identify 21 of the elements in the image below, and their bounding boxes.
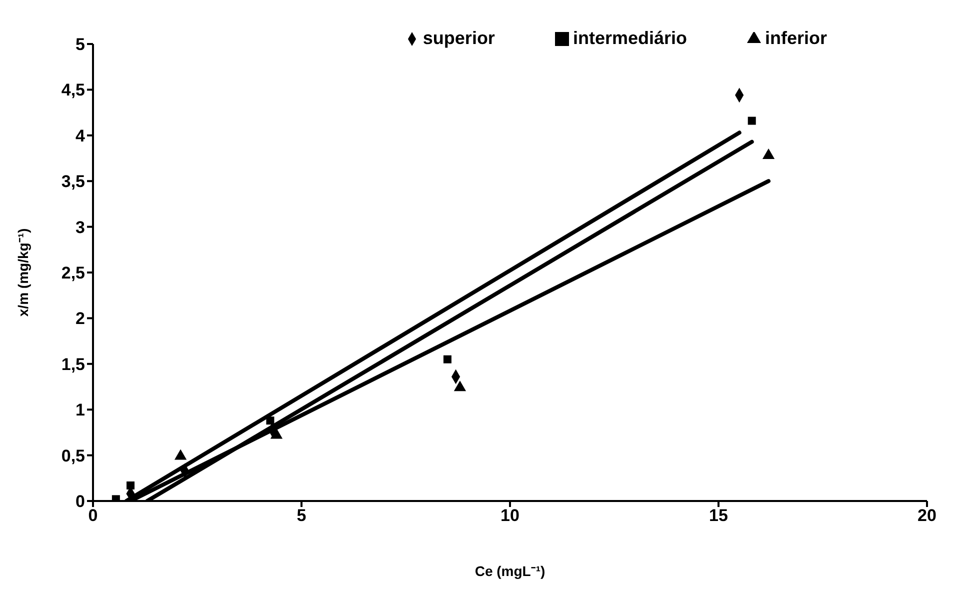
y-tick-label: 5 xyxy=(76,35,85,54)
legend-label: intermediário xyxy=(572,28,687,48)
y-tick-label: 1,5 xyxy=(61,354,85,374)
legend-label: superior xyxy=(422,28,495,48)
y-tick-label: 3 xyxy=(76,218,85,237)
y-tick-label: 4,5 xyxy=(61,80,85,100)
y-axis-title: x/m (mg/kg⁻¹) xyxy=(14,228,31,317)
legend-label: inferior xyxy=(764,28,827,48)
y-tick-label: 3,5 xyxy=(61,172,85,192)
x-tick-label: 5 xyxy=(296,506,306,526)
y-tick-label: 2,5 xyxy=(61,264,85,283)
y-tick-label: 0,5 xyxy=(61,446,85,466)
x-tick-label: 15 xyxy=(709,506,728,526)
y-tick-label: 2 xyxy=(76,309,85,328)
y-tick-label: 1 xyxy=(76,400,85,420)
x-tick-label: 0 xyxy=(88,506,98,526)
x-axis-title: Ce (mgL⁻¹) xyxy=(474,563,546,579)
y-tick-label: 0 xyxy=(76,492,85,512)
y-tick-label: 4 xyxy=(76,126,86,146)
x-tick-label: 20 xyxy=(918,506,936,526)
x-tick-label: 10 xyxy=(500,506,520,526)
